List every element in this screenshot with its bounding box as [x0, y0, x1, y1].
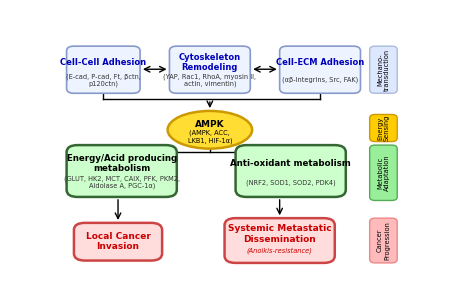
FancyBboxPatch shape — [370, 218, 397, 263]
Text: Mechano-
transduction: Mechano- transduction — [377, 49, 390, 91]
Text: Cell-Cell Adhesion: Cell-Cell Adhesion — [60, 58, 146, 67]
Text: AMPK: AMPK — [195, 120, 225, 129]
Text: (Anoikis-resistance): (Anoikis-resistance) — [247, 247, 312, 254]
Text: (NRF2, SOD1, SOD2, PDK4): (NRF2, SOD1, SOD2, PDK4) — [246, 179, 336, 186]
Text: Local Cancer
Invasion: Local Cancer Invasion — [86, 232, 150, 252]
Text: Cell-ECM Adhesion: Cell-ECM Adhesion — [276, 58, 364, 67]
Text: (YAP, Rac1, RhoA, myosin II,
actin, vimentin): (YAP, Rac1, RhoA, myosin II, actin, vime… — [164, 73, 256, 87]
Text: Energy/Acid producing
metabolism: Energy/Acid producing metabolism — [67, 154, 177, 173]
Text: (E-cad, P-cad, Ft, βctn,
p120ctn): (E-cad, P-cad, Ft, βctn, p120ctn) — [66, 73, 141, 87]
Text: Anti-oxidant metabolism: Anti-oxidant metabolism — [230, 159, 351, 168]
FancyBboxPatch shape — [280, 46, 360, 93]
Text: Cytoskeleton
Remodeling: Cytoskeleton Remodeling — [179, 53, 241, 72]
Text: (GLUT, HK2, MCT, CAIX, PFK, PKM2,
Aldolase A, PGC-1α): (GLUT, HK2, MCT, CAIX, PFK, PKM2, Aldola… — [64, 175, 180, 189]
FancyBboxPatch shape — [66, 46, 140, 93]
Text: Cancer
Progression: Cancer Progression — [377, 221, 390, 260]
Text: (AMPK, ACC,
LKB1, HIF-1α): (AMPK, ACC, LKB1, HIF-1α) — [188, 130, 232, 144]
FancyBboxPatch shape — [370, 114, 397, 142]
FancyBboxPatch shape — [66, 145, 177, 197]
FancyBboxPatch shape — [169, 46, 250, 93]
FancyBboxPatch shape — [370, 145, 397, 200]
FancyBboxPatch shape — [225, 218, 335, 263]
Ellipse shape — [168, 111, 252, 149]
Text: (αβ-Integrins, Src, FAK): (αβ-Integrins, Src, FAK) — [282, 77, 358, 83]
Text: Energy
Sensing: Energy Sensing — [377, 115, 390, 141]
FancyBboxPatch shape — [74, 223, 162, 260]
FancyBboxPatch shape — [236, 145, 346, 197]
Text: Metabolic
Adaptation: Metabolic Adaptation — [377, 155, 390, 191]
Text: Systemic Metastatic
Dissemination: Systemic Metastatic Dissemination — [228, 224, 331, 244]
FancyBboxPatch shape — [370, 46, 397, 93]
